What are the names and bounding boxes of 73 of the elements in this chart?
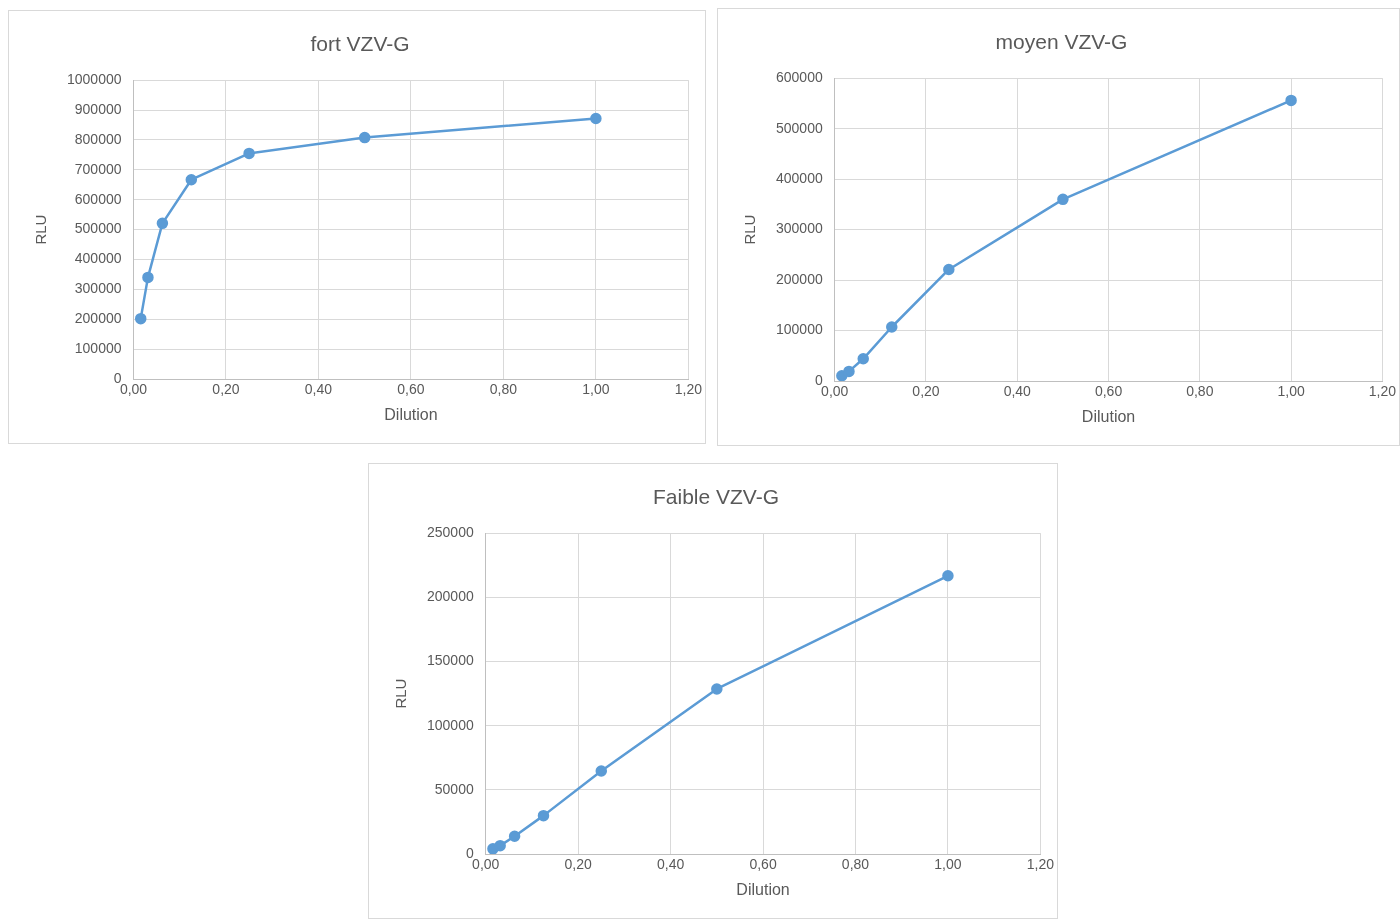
x-tick-label: 0,60 bbox=[1094, 383, 1123, 400]
y-tick-label: 100000 bbox=[776, 321, 823, 338]
y-tick-label: 250000 bbox=[427, 524, 474, 541]
x-tick-label: 1,00 bbox=[582, 381, 610, 398]
y-tick-label: 300000 bbox=[776, 220, 823, 237]
point bbox=[886, 321, 898, 333]
x-tick-label: 0,80 bbox=[1186, 383, 1214, 400]
y-tick-label: 600000 bbox=[74, 190, 122, 207]
point bbox=[1285, 94, 1297, 107]
chart-title: moyen VZV-G bbox=[995, 30, 1128, 54]
y-tick-label: 300000 bbox=[74, 280, 122, 297]
x-axis-title: Dilution bbox=[736, 880, 790, 898]
y-tick-label: 100000 bbox=[74, 339, 122, 356]
y-tick-label: 0 bbox=[465, 844, 474, 861]
x-tick-label: 0,00 bbox=[472, 856, 500, 873]
y-tick-label: 1000000 bbox=[66, 71, 122, 88]
y-axis-title: RLU bbox=[392, 678, 410, 709]
y-tick-label: 200000 bbox=[74, 310, 122, 327]
y-tick-label: 200000 bbox=[776, 270, 823, 287]
y-tick-label: 500000 bbox=[74, 220, 122, 237]
x-tick-label: 1,20 bbox=[1026, 856, 1055, 873]
point bbox=[1057, 193, 1069, 206]
y-tick-label: 500000 bbox=[776, 119, 823, 136]
point bbox=[358, 131, 371, 144]
point bbox=[537, 809, 550, 822]
x-tick-label: 0,20 bbox=[912, 383, 940, 400]
x-tick-label: 0,80 bbox=[489, 381, 518, 398]
y-tick-label: 600000 bbox=[776, 69, 823, 86]
point bbox=[156, 217, 169, 230]
x-tick-label: 0,40 bbox=[304, 381, 333, 398]
chart-title: fort VZV-G bbox=[310, 32, 410, 56]
chart-title: Faible VZV-G bbox=[652, 485, 780, 509]
y-tick-label: 100000 bbox=[427, 716, 474, 733]
point bbox=[590, 112, 602, 125]
x-tick-label: 0,20 bbox=[564, 856, 592, 873]
y-tick-label: 400000 bbox=[776, 169, 823, 186]
y-tick-label: 50000 bbox=[434, 780, 474, 797]
y-tick-label: 150000 bbox=[427, 652, 474, 669]
x-tick-label: 0,20 bbox=[212, 381, 240, 398]
x-tick-label: 0,60 bbox=[749, 856, 777, 873]
point bbox=[142, 271, 154, 284]
point bbox=[857, 353, 869, 365]
point bbox=[843, 365, 855, 378]
y-tick-label: 700000 bbox=[74, 160, 122, 177]
x-tick-label: 1,00 bbox=[934, 856, 962, 873]
x-tick-label: 0,80 bbox=[841, 856, 870, 873]
point bbox=[508, 830, 521, 843]
x-tick-label: 1,00 bbox=[1277, 383, 1305, 400]
y-tick-label: 0 bbox=[814, 371, 823, 388]
point bbox=[134, 312, 147, 325]
point bbox=[243, 147, 255, 160]
x-tick-label: 0,00 bbox=[821, 383, 849, 400]
y-tick-label: 800000 bbox=[74, 130, 122, 147]
y-tick-label: 900000 bbox=[74, 100, 122, 117]
x-axis-title: Dilution bbox=[384, 405, 438, 423]
point bbox=[595, 765, 608, 777]
x-tick-label: 0,60 bbox=[397, 381, 425, 398]
y-axis-title: RLU bbox=[32, 214, 50, 245]
x-tick-label: 0,40 bbox=[656, 856, 685, 873]
point bbox=[711, 683, 723, 695]
x-tick-label: 1,20 bbox=[1368, 383, 1397, 400]
y-axis-title: RLU bbox=[741, 214, 759, 245]
x-axis-title: Dilution bbox=[1081, 407, 1136, 425]
point bbox=[943, 263, 955, 276]
point bbox=[185, 173, 198, 186]
x-tick-label: 0,40 bbox=[1003, 383, 1032, 400]
y-tick-label: 0 bbox=[113, 369, 122, 386]
point bbox=[942, 570, 954, 582]
y-tick-label: 200000 bbox=[427, 588, 474, 605]
y-tick-label: 400000 bbox=[74, 250, 122, 267]
point bbox=[494, 839, 506, 852]
x-tick-label: 0,00 bbox=[119, 381, 148, 398]
x-tick-label: 1,20 bbox=[674, 381, 703, 398]
